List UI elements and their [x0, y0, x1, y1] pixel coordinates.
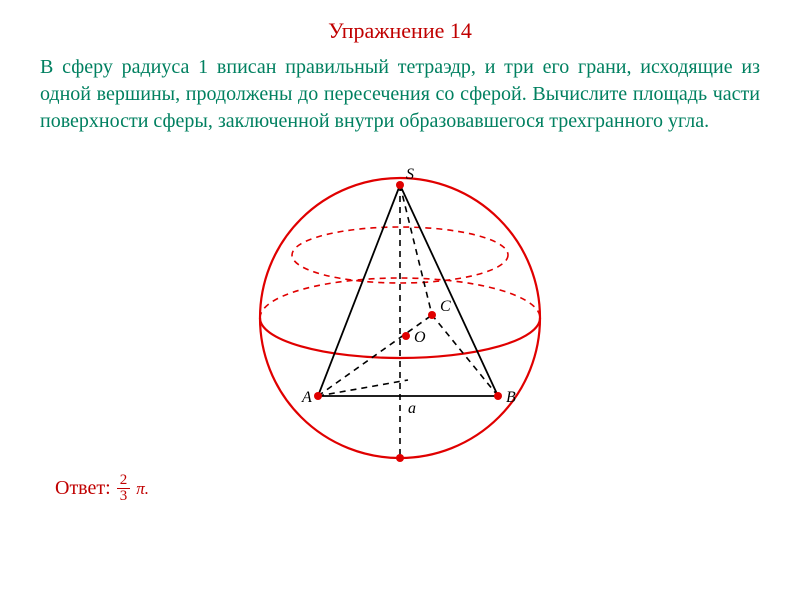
exercise-title: Упражнение 14	[0, 0, 800, 44]
point-label-A: A	[301, 389, 312, 406]
point-label-O: O	[414, 329, 426, 346]
fraction-numerator: 2	[117, 473, 131, 490]
geometry-diagram: S A B COa	[210, 143, 590, 483]
edge-label-a: a	[408, 400, 416, 417]
answer-fraction: 2 3	[117, 473, 131, 506]
answer-unit: π.	[136, 479, 149, 499]
fraction-denominator: 3	[117, 489, 131, 505]
problem-text: В сферу радиуса 1 вписан правильный тетр…	[0, 44, 800, 135]
diagram-container: S A B COa	[0, 143, 800, 483]
point-label-C: C	[440, 298, 451, 315]
point-label-B: B	[506, 389, 516, 406]
answer-label: Ответ:	[55, 477, 111, 500]
point-label-S: S	[406, 166, 414, 183]
answer-block: Ответ: 2 3 π.	[55, 473, 149, 506]
